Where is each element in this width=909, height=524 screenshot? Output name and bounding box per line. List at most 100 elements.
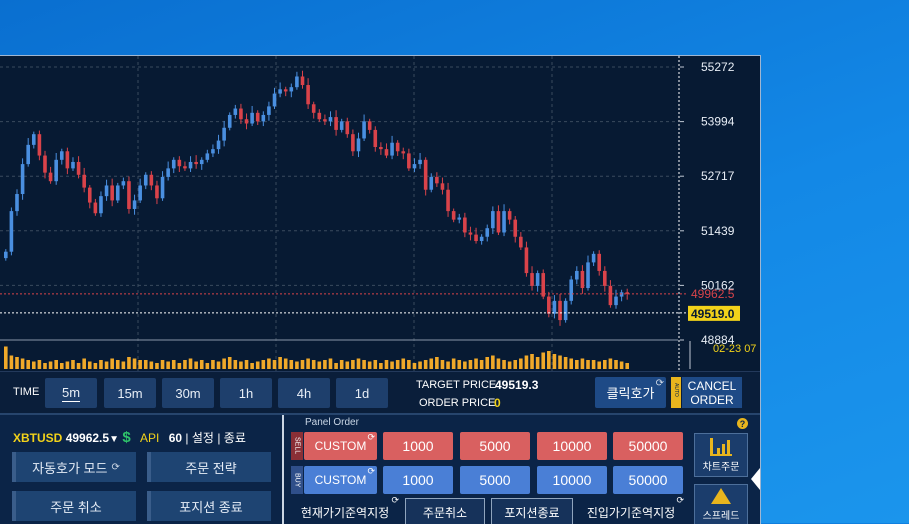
click-order-button[interactable]: 클릭호가 ⟳: [595, 377, 666, 408]
volume-bar: [407, 360, 411, 369]
cancel-order-panel-button[interactable]: 주문취소: [405, 498, 485, 524]
volume-bar: [194, 361, 198, 369]
buy-1000-button[interactable]: 1000: [383, 466, 453, 494]
candle: [558, 300, 562, 321]
volume-bar: [121, 361, 126, 369]
volume-bar: [54, 360, 58, 369]
volume-bar: [575, 360, 579, 369]
separator: |: [217, 431, 221, 445]
buy-50000-button[interactable]: 50000: [613, 466, 683, 494]
candle: [479, 236, 484, 242]
candle: [194, 161, 198, 165]
volume-bar: [569, 358, 574, 369]
interval-5m-button[interactable]: 5m: [45, 378, 97, 408]
volume-bar: [435, 357, 439, 369]
volume-bar: [339, 360, 344, 369]
volume-bar: [250, 363, 254, 369]
sell-1000-button[interactable]: 1000: [383, 432, 453, 460]
symbol-row: XBTUSD 49962.5▼ $ API 60 | 설정 | 종료: [13, 429, 246, 446]
volume-bar: [104, 361, 109, 369]
candle: [334, 117, 338, 130]
buy-custom-button[interactable]: CUSTOM ⟳: [304, 466, 377, 494]
candle: [48, 172, 53, 182]
candle: [59, 151, 64, 160]
candle: [283, 89, 288, 92]
refresh-icon: ⟳: [111, 461, 120, 473]
candle: [563, 300, 568, 321]
volume-bar: [541, 352, 546, 369]
cancel-order-button[interactable]: CANCEL ORDER: [682, 377, 742, 408]
volume-bar: [491, 355, 495, 369]
volume-bar: [272, 360, 277, 369]
sell-custom-button[interactable]: CUSTOM ⟳: [304, 432, 377, 460]
close-position-button[interactable]: 포지션 종료: [147, 491, 271, 521]
settings-link[interactable]: 설정: [191, 431, 214, 445]
candle: [110, 185, 114, 201]
candle: [625, 292, 630, 294]
interval-1h-button[interactable]: 1h: [220, 378, 272, 408]
cancel-orders-button[interactable]: 주문 취소: [12, 491, 136, 521]
candle: [474, 234, 478, 242]
candle: [384, 149, 389, 156]
spread-tool[interactable]: 스프레드: [694, 484, 748, 524]
candle: [418, 159, 422, 165]
time-label: TIME: [13, 386, 40, 398]
interval-30m-button[interactable]: 30m: [162, 378, 214, 408]
crosshair-price-tag: 49519.0: [691, 307, 735, 321]
candle: [199, 159, 204, 165]
volume-bar: [362, 360, 366, 369]
volume-bar: [390, 361, 394, 369]
candle: [367, 121, 372, 130]
chart-order-tool[interactable]: 차트주문: [694, 433, 748, 477]
candle: [267, 106, 271, 115]
interval-1d-button[interactable]: 1d: [336, 378, 388, 408]
volume-bar: [507, 361, 512, 369]
buy-5000-button[interactable]: 5000: [460, 466, 530, 494]
y-axis-label: 52717: [701, 169, 735, 183]
close-position-panel-button[interactable]: 포지션종료: [491, 498, 573, 524]
price-chart[interactable]: 55272 53994 52717 51439 50162 48884 49962.5 495…: [0, 56, 760, 371]
help-icon[interactable]: ?: [737, 418, 748, 429]
sell-10000-button[interactable]: 10000: [537, 432, 607, 460]
exit-link[interactable]: 종료: [223, 431, 246, 445]
volume-bar: [513, 360, 518, 369]
volume-bar: [59, 363, 64, 369]
refresh-icon: ⟳: [655, 378, 664, 389]
candle: [513, 219, 518, 237]
candle: [71, 161, 75, 169]
candle: [362, 121, 366, 139]
sell-50000-button[interactable]: 50000: [613, 432, 683, 460]
candle: [239, 108, 243, 120]
candle: [323, 119, 327, 122]
order-strategy-button[interactable]: 주문 전략: [147, 452, 271, 482]
interval-15m-button[interactable]: 15m: [104, 378, 156, 408]
spread-label: 스프레드: [702, 511, 740, 522]
volume-bar: [580, 358, 585, 369]
stop-by-entry-button[interactable]: 진입가기준역지정 ⟳: [578, 495, 684, 524]
candle: [412, 164, 417, 169]
volume-bar: [65, 361, 70, 369]
side-scroll-arrow[interactable]: [751, 468, 760, 490]
dollar-icon[interactable]: $: [122, 429, 131, 446]
candle: [429, 176, 434, 190]
interval-4h-button[interactable]: 4h: [278, 378, 330, 408]
volume-bar: [255, 361, 260, 369]
stop-by-current-button[interactable]: 현재가기준역지정 ⟳: [291, 495, 399, 524]
candle: [121, 181, 126, 186]
timeframe-bar: TIME 5m 15m 30m 1h 4h 1d TARGET PRICE 49…: [0, 371, 760, 414]
volume-bar: [300, 360, 305, 369]
auto-toggle[interactable]: AUTO: [671, 377, 681, 408]
sell-5000-button[interactable]: 5000: [460, 432, 530, 460]
candle: [3, 251, 8, 259]
volume-bar: [239, 361, 243, 369]
separator: |: [185, 431, 189, 445]
buy-10000-button[interactable]: 10000: [537, 466, 607, 494]
volume-bar: [177, 363, 182, 369]
candle: [317, 112, 322, 120]
volume-bar: [76, 363, 81, 369]
order-price-value: 0: [494, 396, 501, 410]
auto-quote-mode-button[interactable]: 자동호가 모드 ⟳: [12, 452, 136, 482]
candle: [233, 108, 238, 115]
y-axis-label: 53994: [701, 115, 735, 129]
volume-bar: [586, 360, 590, 369]
